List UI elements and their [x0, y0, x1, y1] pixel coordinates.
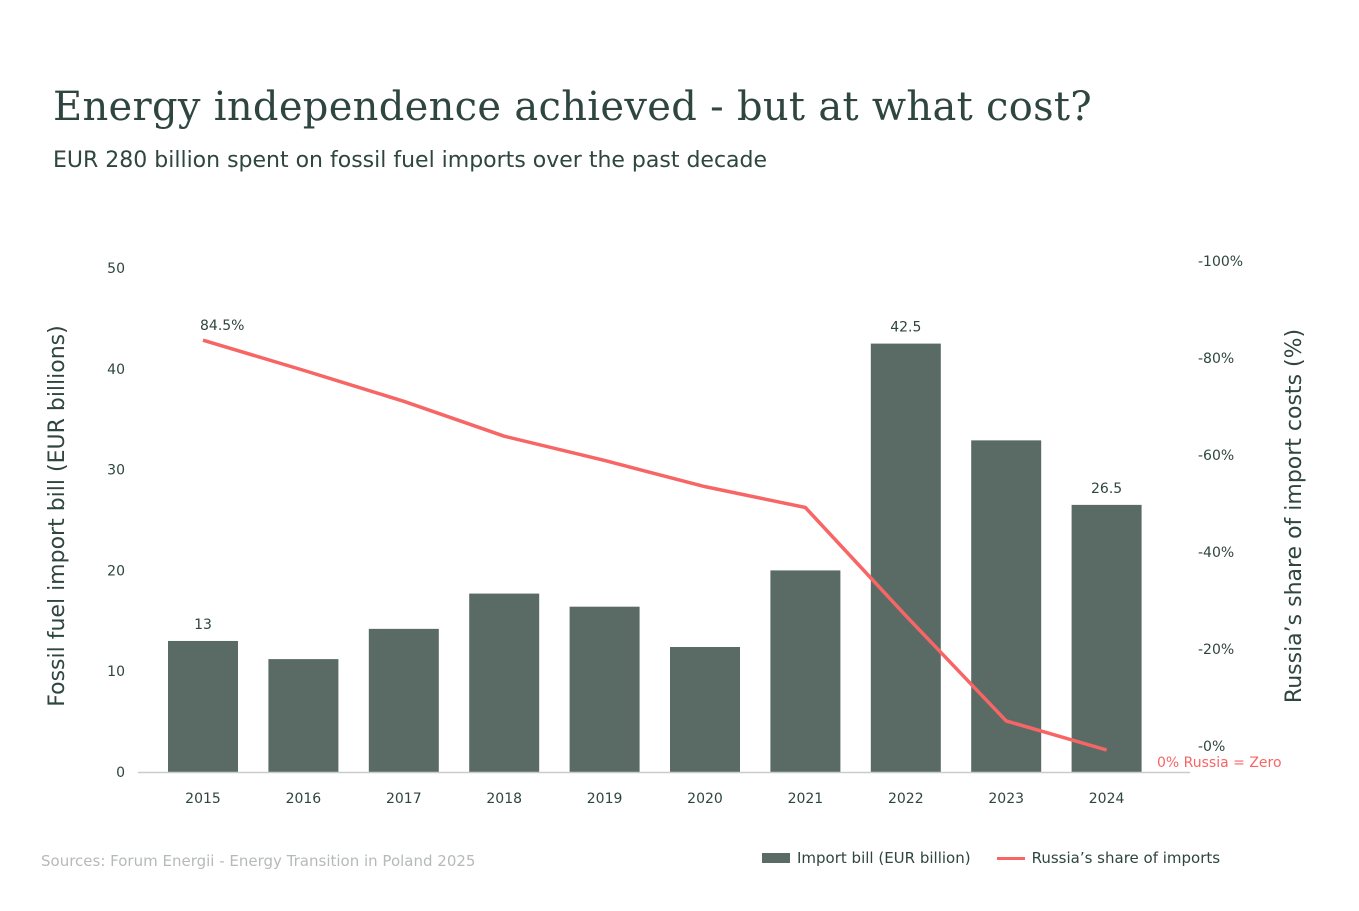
bar-data-label: 13	[194, 617, 212, 633]
y-tick-30: 30	[107, 463, 125, 479]
y2-tick--40%: -40%	[1198, 545, 1234, 561]
x-tick-2017: 2017	[386, 791, 422, 807]
y-tick-40: 40	[107, 362, 125, 378]
bar-data-label: 26.5	[1091, 481, 1122, 497]
russia-share-line	[202, 338, 1108, 752]
bar-2017	[368, 628, 439, 772]
bar-2020	[670, 647, 740, 772]
bar-2016	[268, 659, 339, 772]
y-tick-10: 10	[107, 664, 125, 680]
bar-2015	[168, 640, 238, 772]
legend-bar-swatch	[762, 853, 790, 863]
y-tick-50: 50	[107, 261, 125, 277]
x-tick-2016: 2016	[286, 791, 322, 807]
x-tick-2022: 2022	[888, 791, 924, 807]
x-tick-2021: 2021	[788, 791, 824, 807]
x-tick-2015: 2015	[185, 791, 221, 807]
y-tick-20: 20	[107, 563, 125, 579]
x-tick-2019: 2019	[587, 791, 623, 807]
y2-tick--0%: -0%	[1198, 739, 1225, 755]
line-data-label: 84.5%	[200, 318, 244, 334]
chart-title: Energy independence achieved - but at wh…	[53, 84, 1093, 130]
x-tick-2023: 2023	[988, 791, 1024, 807]
legend: Import bill (EUR billion) Russia’s share…	[762, 849, 1220, 867]
legend-bar-label: Import bill (EUR billion)	[797, 849, 971, 867]
y-tick-0: 0	[116, 765, 125, 781]
y2-tick--80%: -80%	[1198, 351, 1234, 367]
y2-tick--60%: -60%	[1198, 448, 1234, 464]
bar-2022	[870, 343, 941, 772]
y2-axis-title: Russia’s share of import costs (%)	[1282, 329, 1307, 703]
source-note: Sources: Forum Energii - Energy Transiti…	[41, 852, 476, 870]
x-tick-2020: 2020	[687, 791, 723, 807]
legend-line-label: Russia’s share of imports	[1031, 849, 1221, 867]
x-tick-2024: 2024	[1089, 791, 1125, 807]
x-tick-2018: 2018	[486, 791, 522, 807]
y2-tick--20%: -20%	[1198, 642, 1234, 658]
bar-2021	[770, 570, 841, 772]
bar-2019	[569, 606, 640, 772]
bar-2023	[971, 440, 1042, 772]
chart-subtitle: EUR 280 billion spent on fossil fuel imp…	[53, 148, 768, 173]
bar-2024	[1071, 504, 1142, 772]
annotation-zero-russia: 0% Russia = Zero	[1157, 755, 1282, 771]
y2-tick--100%: -100%	[1198, 254, 1243, 270]
legend-line-swatch	[996, 856, 1025, 860]
bar-data-label: 42.5	[890, 320, 921, 336]
y-axis-title: Fossil fuel import bill (EUR billions)	[45, 325, 70, 706]
bar-2018	[469, 593, 540, 772]
